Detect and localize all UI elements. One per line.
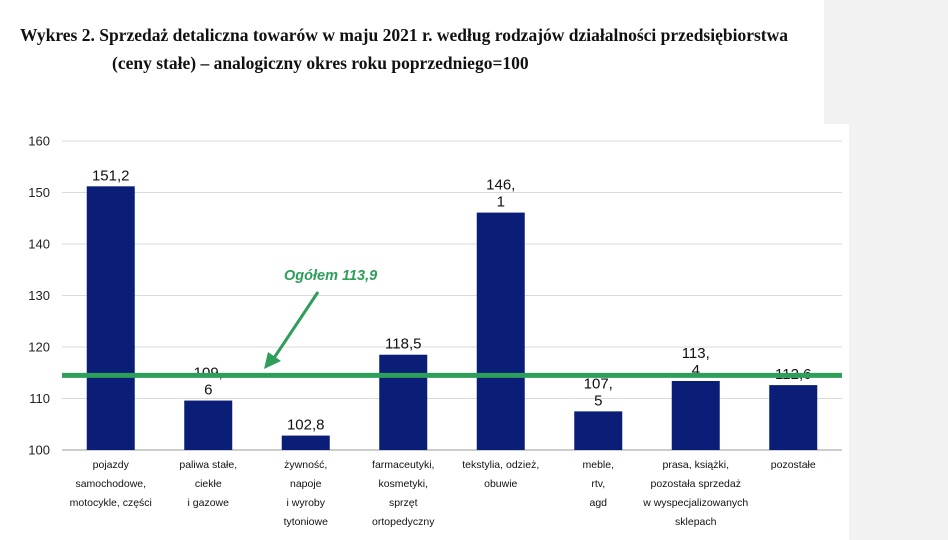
bar xyxy=(281,435,330,450)
bar xyxy=(184,400,233,450)
data-label: 146, 1 xyxy=(486,177,515,211)
bar xyxy=(476,212,525,450)
arrow-head xyxy=(264,352,281,369)
title-line-2: (ceny stałe) – analogiczny okres roku po… xyxy=(112,53,529,73)
category-label: pozostałe xyxy=(771,459,816,471)
y-tick-label: 130 xyxy=(28,288,50,303)
y-tick-label: 160 xyxy=(28,134,50,149)
background-panel xyxy=(849,124,948,540)
data-label: 107, 5 xyxy=(584,375,613,409)
data-label: 118,5 xyxy=(385,336,421,353)
data-label: 109,6 xyxy=(194,365,223,399)
data-label: 102,8 xyxy=(287,417,325,434)
bar xyxy=(86,186,135,450)
category-label: pojazdy samochodowe, motocykle, części xyxy=(70,459,152,509)
y-tick-label: 110 xyxy=(29,391,50,406)
title-line-1: Wykres 2. Sprzedaż detaliczna towarów w … xyxy=(20,25,789,45)
reference-line-label: Ogółem 113,9 xyxy=(284,268,377,284)
category-label: farmaceutyki, kosmetyki, sprzęt ortopedyczn… xyxy=(372,459,435,528)
data-label: 151,2 xyxy=(92,167,130,184)
category-label: tekstylia, odzież, obuwie xyxy=(462,459,539,490)
category-label: meble, rtv, agd xyxy=(582,459,614,509)
category-label: paliwa stałe, ciekłe i gazowe xyxy=(179,459,237,509)
y-tick-label: 120 xyxy=(28,340,50,355)
bar xyxy=(671,380,720,450)
bar xyxy=(769,385,818,450)
category-label: prasa, książki, pozostała sprzedaż w wyspe… xyxy=(642,459,748,528)
annotation-arrow xyxy=(270,291,320,362)
y-tick-label: 140 xyxy=(28,237,50,252)
bar xyxy=(379,354,428,450)
category-label: żywność, napoje i wyroby tytoniowe xyxy=(284,459,329,528)
y-tick-label: 150 xyxy=(28,185,50,200)
y-tick-label: 100 xyxy=(28,443,50,458)
background-panel xyxy=(824,0,948,124)
data-label: 113, 4 xyxy=(682,345,710,379)
bar xyxy=(574,411,623,450)
